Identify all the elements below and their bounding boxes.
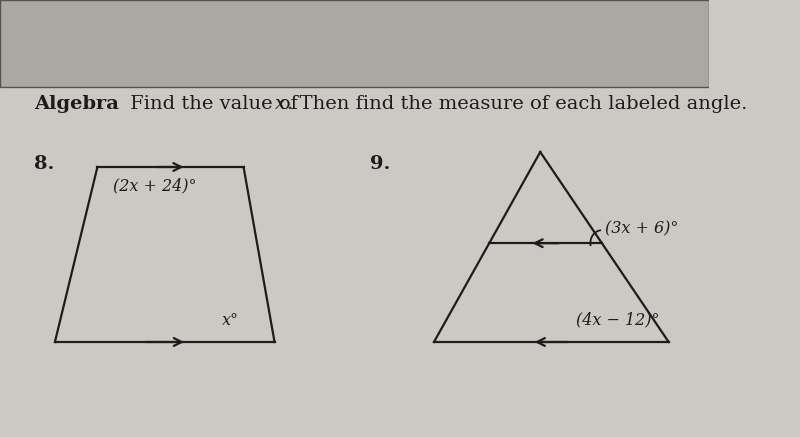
Text: Algebra: Algebra <box>34 95 118 113</box>
Text: x: x <box>274 95 286 113</box>
Text: 8.: 8. <box>34 155 54 173</box>
Text: . Then find the measure of each labeled angle.: . Then find the measure of each labeled … <box>287 95 747 113</box>
Text: (2x + 24)°: (2x + 24)° <box>114 177 197 194</box>
Text: 9.: 9. <box>370 155 390 173</box>
Text: (3x + 6)°: (3x + 6)° <box>606 220 679 237</box>
Text: x°: x° <box>222 312 239 329</box>
Text: (4x − 12)°: (4x − 12)° <box>576 311 660 328</box>
FancyBboxPatch shape <box>0 0 709 87</box>
Text: Find the value of: Find the value of <box>124 95 304 113</box>
